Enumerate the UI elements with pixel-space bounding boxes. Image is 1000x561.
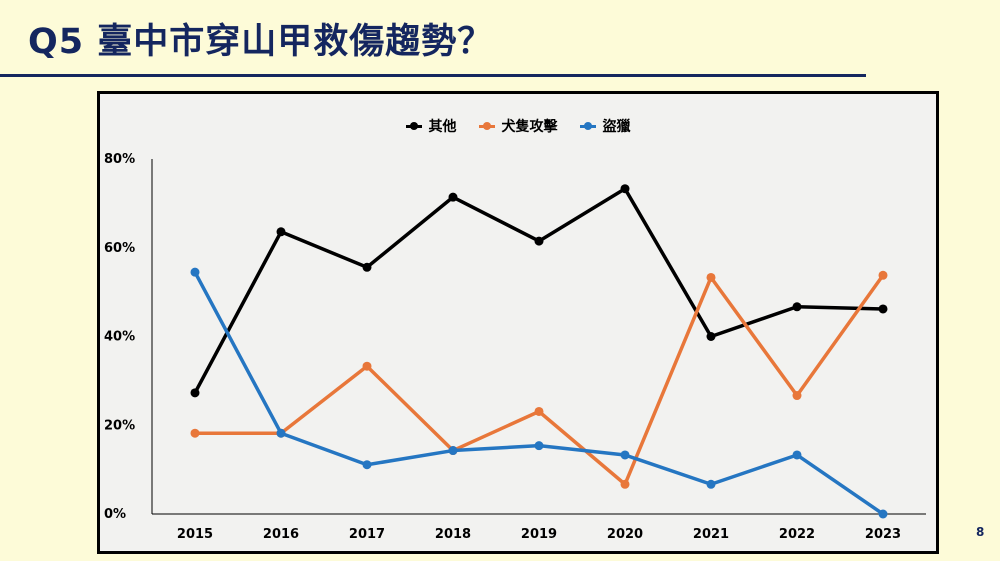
slide-title: Q5 臺中市穿山甲救傷趨勢？ <box>28 22 494 62</box>
data-point <box>620 184 630 194</box>
title-underline <box>0 74 866 77</box>
x-tick-label: 2017 <box>349 527 385 542</box>
y-tick-label: 80% <box>104 152 135 167</box>
data-point <box>276 428 286 438</box>
x-tick-label: 2021 <box>693 527 729 542</box>
series-line <box>193 273 885 487</box>
data-point <box>620 450 630 460</box>
legend-swatch-poaching <box>579 121 596 130</box>
data-point <box>706 272 716 282</box>
data-point <box>878 304 888 314</box>
data-point <box>878 270 888 280</box>
x-tick-label: 2020 <box>607 527 643 542</box>
y-tick-label: 40% <box>104 330 135 345</box>
chart-legend: 其他 犬隻攻擊 盜獵 <box>100 116 936 136</box>
data-point <box>190 267 200 277</box>
data-point <box>534 406 544 416</box>
legend-label-other: 其他 <box>428 119 457 135</box>
legend-item-other: 其他 <box>405 116 457 136</box>
line-chart: 0% 20% 40% 60% 80% 2015 2016 2017 2018 2019 2020 20… <box>104 152 926 542</box>
legend-swatch-dog-attack <box>478 121 495 130</box>
y-tick-label: 20% <box>104 418 135 433</box>
chart-frame: 其他 犬隻攻擊 盜獵 0% 20% 40% 60% 80% 2015 2016 2017 201… <box>97 91 939 554</box>
x-tick-label: 2023 <box>865 527 901 542</box>
x-tick-label: 2018 <box>435 527 471 542</box>
x-tick-label: 2019 <box>521 527 557 542</box>
data-point <box>362 361 372 371</box>
data-point <box>362 460 372 470</box>
series-line <box>193 270 885 516</box>
data-point <box>362 262 372 272</box>
x-tick-label: 2022 <box>779 527 815 542</box>
y-tick-label: 0% <box>104 507 126 522</box>
data-point <box>792 450 802 460</box>
legend-item-poaching: 盜獵 <box>579 116 631 136</box>
data-point <box>706 479 716 489</box>
legend-label-poaching: 盜獵 <box>602 119 631 135</box>
y-tick-label: 60% <box>104 241 135 256</box>
data-point <box>534 236 544 246</box>
data-point <box>276 227 286 237</box>
data-point <box>620 479 630 489</box>
data-point <box>534 441 544 451</box>
x-tick-label: 2016 <box>263 527 299 542</box>
data-point <box>792 391 802 401</box>
data-point <box>190 428 200 438</box>
page-number: 8 <box>976 525 985 539</box>
legend-label-dog-attack: 犬隻攻擊 <box>501 119 558 135</box>
data-point <box>792 302 802 312</box>
data-point <box>190 388 200 398</box>
legend-swatch-other <box>405 121 422 130</box>
legend-item-dog-attack: 犬隻攻擊 <box>478 116 558 136</box>
data-point <box>448 446 458 456</box>
data-point <box>448 192 458 202</box>
data-point <box>706 332 716 341</box>
x-tick-label: 2015 <box>177 527 213 542</box>
data-point <box>878 509 888 519</box>
series-line <box>193 186 885 395</box>
